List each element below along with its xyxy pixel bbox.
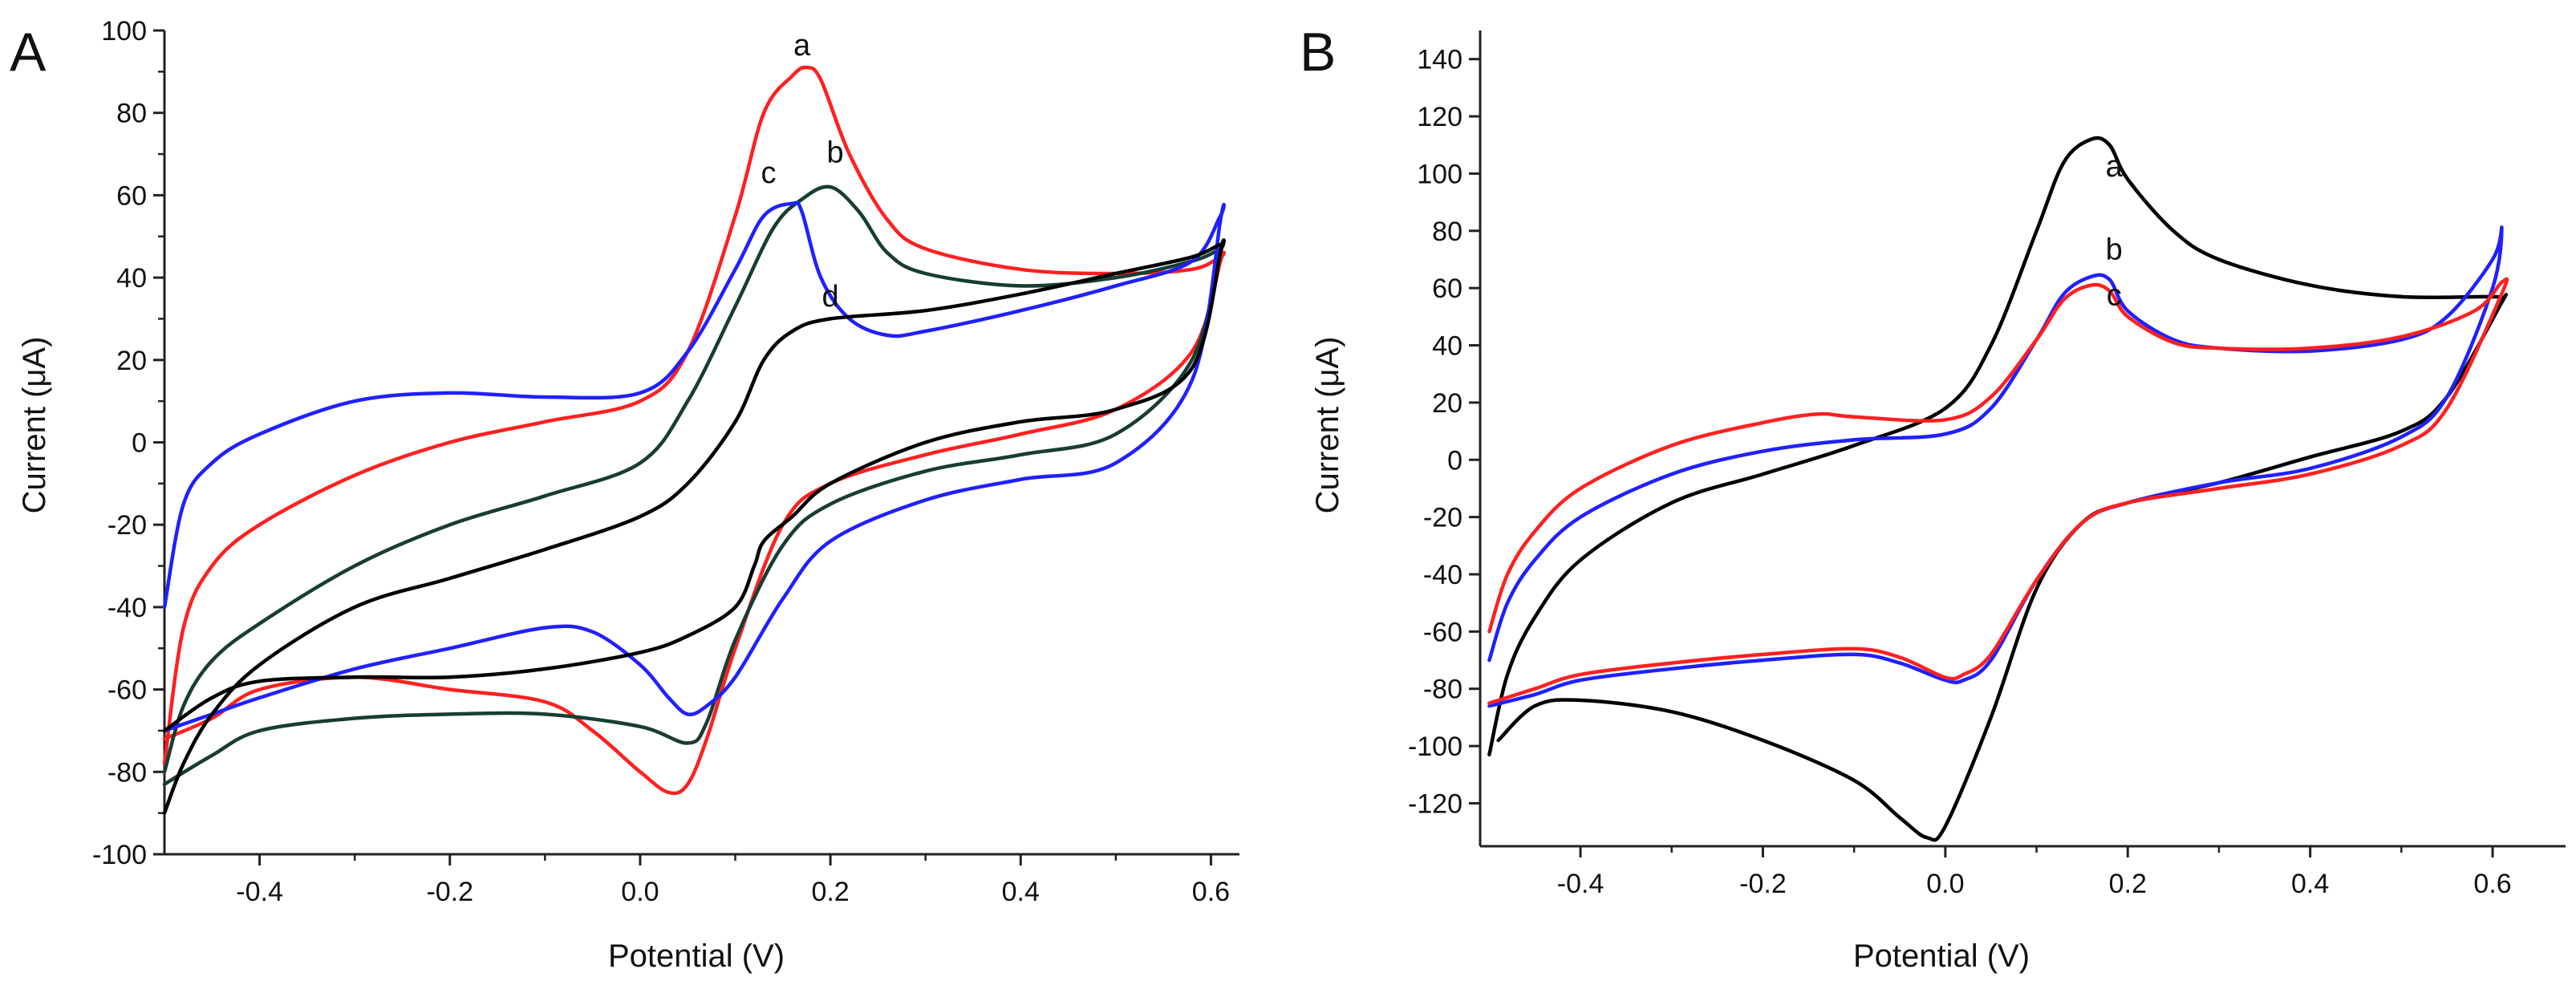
panel-a-curve-a xyxy=(162,65,1226,796)
panel-b-curve-c xyxy=(1487,277,2509,705)
y-tick-label: 60 xyxy=(1432,274,1462,304)
x-tick-label: 0.2 xyxy=(811,877,849,907)
panel-b-curve-label-a: a xyxy=(2106,150,2124,184)
panel-a-x-axis-title: Potential (V) xyxy=(608,938,785,974)
x-tick-label: 0.2 xyxy=(2109,869,2147,899)
panel-a-curve-label-d: d xyxy=(822,280,839,314)
y-tick-label: 100 xyxy=(101,16,147,47)
x-tick-label: 0.6 xyxy=(2473,869,2511,899)
y-tick-label: -40 xyxy=(1423,560,1462,590)
y-tick-label: 60 xyxy=(116,180,147,211)
panel-a-curve-c xyxy=(162,201,1226,733)
y-tick-label: 40 xyxy=(116,263,147,294)
y-tick-label: 20 xyxy=(1432,388,1462,419)
x-tick-label: 0.6 xyxy=(1192,877,1230,907)
x-tick-label: -0.2 xyxy=(426,877,473,907)
panel-b-letter: B xyxy=(1300,22,1336,83)
y-tick-label: 140 xyxy=(1417,45,1462,75)
panel-a-y-axis-title: Current (μA) xyxy=(17,337,52,514)
x-tick-label: 0.0 xyxy=(621,877,659,907)
x-tick-label: 0.4 xyxy=(1002,877,1040,907)
panel-a: A Current (μA) Potential (V) -100 -80 -60 -… xyxy=(10,16,1239,974)
y-tick-label: -100 xyxy=(92,840,147,870)
y-tick-label: 80 xyxy=(1432,217,1462,247)
y-tick-label: -120 xyxy=(1408,788,1462,819)
x-tick-label: 0.0 xyxy=(1926,869,1964,899)
y-tick-label: -40 xyxy=(108,593,147,623)
y-tick-label: -100 xyxy=(1408,732,1462,762)
y-tick-label: -20 xyxy=(1423,503,1462,533)
panel-b-curve-b xyxy=(1487,225,2504,708)
y-tick-label: -60 xyxy=(108,675,147,706)
y-tick-label: 0 xyxy=(132,428,147,459)
panel-a-curve-label-c: c xyxy=(761,156,777,190)
panel-b-curve-a xyxy=(1487,136,2509,842)
y-tick-label: 20 xyxy=(116,346,147,376)
panel-b-x-axis-title: Potential (V) xyxy=(1853,938,2030,974)
y-tick-label: 80 xyxy=(116,99,147,129)
panel-b-y-axis-title: Current (μA) xyxy=(1310,337,1345,514)
y-tick-label: -80 xyxy=(1423,675,1462,705)
y-tick-label: -80 xyxy=(108,757,147,788)
panel-b-curve-label-c: c xyxy=(2107,279,2122,313)
x-tick-label: -0.2 xyxy=(1739,869,1787,899)
panel-a-letter: A xyxy=(10,22,47,83)
panel-a-curve-b xyxy=(162,184,1226,786)
x-tick-label: -0.4 xyxy=(236,877,283,907)
y-tick-label: 120 xyxy=(1417,102,1462,132)
y-tick-label: -20 xyxy=(108,510,147,541)
y-tick-label: 40 xyxy=(1432,331,1462,362)
x-tick-label: 0.4 xyxy=(2291,869,2329,899)
panel-a-curve-d xyxy=(162,238,1226,815)
y-tick-label: 100 xyxy=(1417,159,1462,189)
panel-a-curve-label-a: a xyxy=(793,29,811,63)
panel-b-curve-label-b: b xyxy=(2106,233,2123,266)
y-tick-label: -60 xyxy=(1423,617,1462,647)
x-tick-label: -0.4 xyxy=(1557,869,1604,899)
panel-b: B Current (μA) Potential (V) -120 -100 -80… xyxy=(1300,22,2566,974)
y-tick-label: 0 xyxy=(1447,445,1462,476)
panel-a-curve-label-b: b xyxy=(826,136,843,169)
